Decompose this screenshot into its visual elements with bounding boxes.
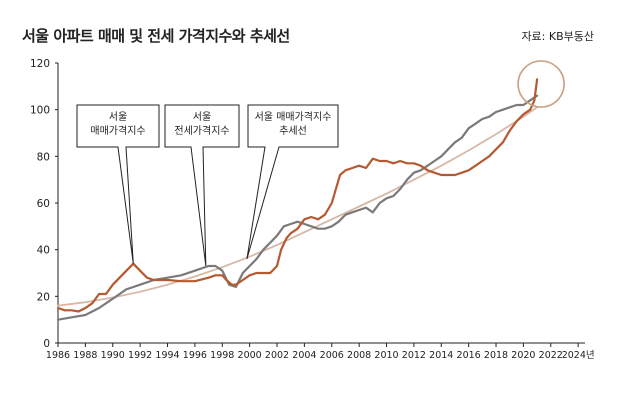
x-tick-label: 2008 xyxy=(347,350,371,361)
x-tick-label: 2016 xyxy=(457,350,481,361)
y-tick-label: 120 xyxy=(30,58,50,70)
callout-text: 매매가격지수 xyxy=(90,124,145,137)
x-tick-label: 2000 xyxy=(238,350,262,361)
x-tick-label: 1994 xyxy=(155,350,179,361)
x-tick-label: 2020 xyxy=(511,350,535,361)
y-tick-label: 80 xyxy=(37,151,50,163)
callout-box xyxy=(246,104,339,260)
x-tick-label: 1988 xyxy=(73,350,97,361)
callout-text: 전세가격지수 xyxy=(174,124,229,137)
y-tick-label: 60 xyxy=(37,198,50,210)
y-tick-label: 0 xyxy=(43,338,50,350)
callout-box xyxy=(164,104,240,267)
series-line-sale xyxy=(56,78,539,313)
callout-text: 서울 xyxy=(109,111,127,123)
x-tick-label: 2006 xyxy=(320,350,344,361)
x-tick-label: 1986 xyxy=(46,350,70,361)
x-tick-label: 2012 xyxy=(402,350,426,361)
y-tick-label: 40 xyxy=(37,245,50,257)
x-tick-label: 1990 xyxy=(101,350,125,361)
x-tick-label: 2010 xyxy=(374,350,398,361)
y-tick-label: 20 xyxy=(37,291,50,303)
x-tick-label: 1992 xyxy=(128,350,152,361)
x-tick-label: 2022 xyxy=(539,350,563,361)
x-tick-label: 1996 xyxy=(183,350,207,361)
y-tick-label: 100 xyxy=(30,105,50,117)
highlight-circle xyxy=(517,60,565,108)
series-line-trend xyxy=(57,106,538,307)
callout-text: 추세선 xyxy=(279,125,307,137)
callout-text: 서울 xyxy=(193,111,211,123)
x-tick-label: 2002 xyxy=(265,350,289,361)
x-tick-label: 2004 xyxy=(292,350,316,361)
x-tick-label: 2018 xyxy=(484,350,508,361)
x-tick-label: 2024년 xyxy=(562,350,595,361)
series-line-jeonse xyxy=(56,94,539,321)
callout-text: 서울 매매가격지수 xyxy=(255,110,332,123)
callout-box xyxy=(76,104,160,264)
x-tick-label: 2014 xyxy=(429,350,453,361)
chart-title: 서울 아파트 매매 및 전세 가격지수와 추세선 xyxy=(22,27,290,45)
source-label: 자료: KB부동산 xyxy=(521,30,594,43)
x-tick-label: 1998 xyxy=(210,350,234,361)
